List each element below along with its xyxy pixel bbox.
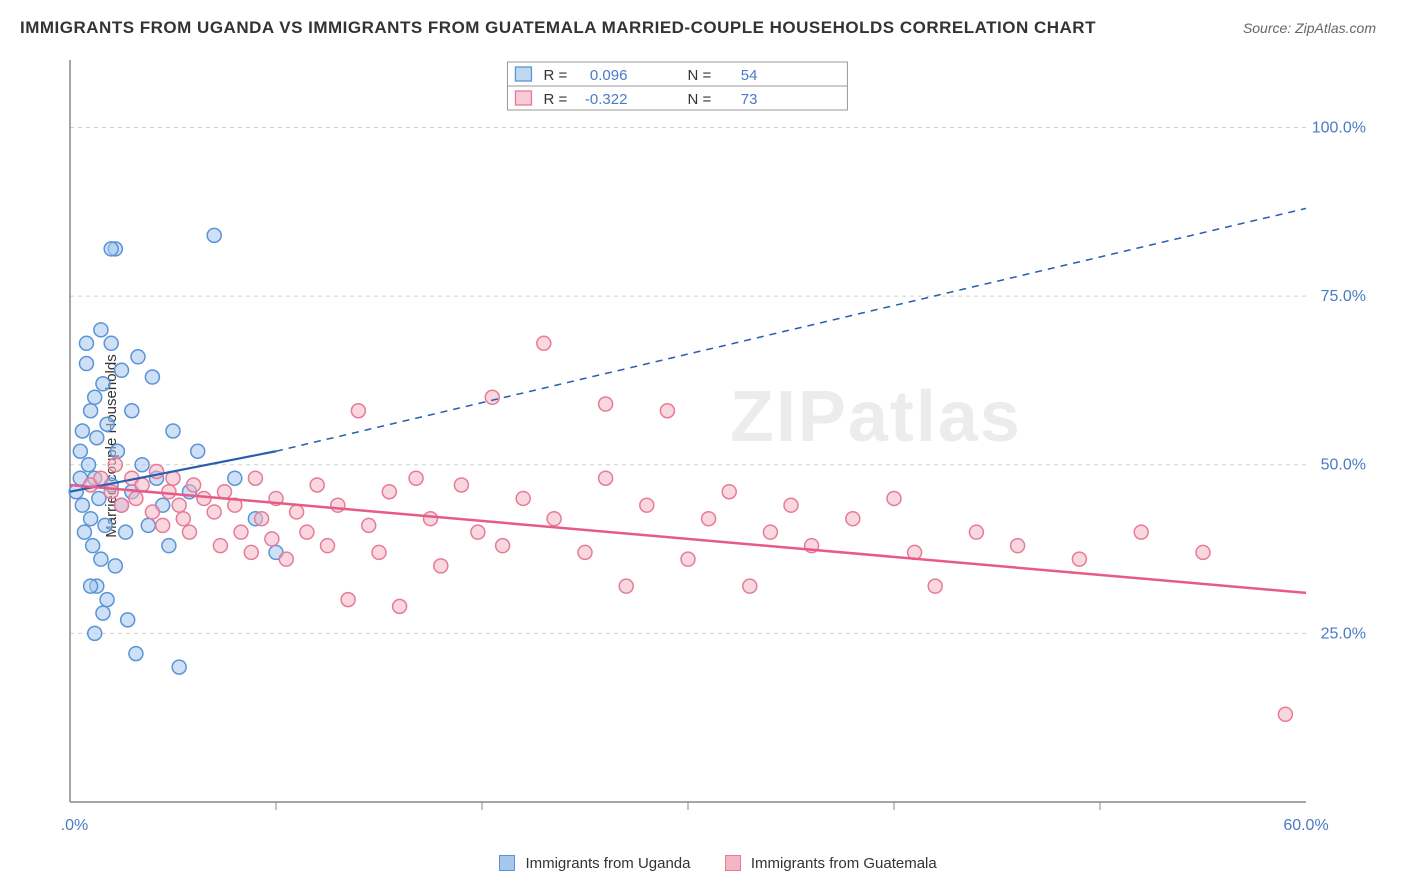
bottom-legend: Immigrants from Uganda Immigrants from G…	[0, 855, 1406, 872]
svg-text:75.0%: 75.0%	[1321, 288, 1366, 305]
svg-text:54: 54	[741, 67, 758, 84]
svg-text:25.0%: 25.0%	[1321, 625, 1366, 642]
legend-label-guatemala: Immigrants from Guatemala	[751, 855, 937, 872]
svg-text:73: 73	[741, 91, 758, 108]
legend-swatch-uganda	[499, 855, 515, 871]
svg-text:ZIPatlas: ZIPatlas	[730, 377, 1022, 457]
svg-text:0.096: 0.096	[590, 67, 628, 84]
svg-text:R =: R =	[543, 67, 567, 84]
legend-swatch-guatemala	[725, 855, 741, 871]
svg-text:60.0%: 60.0%	[1283, 817, 1328, 832]
scatter-plot: 25.0% 50.0% 75.0% 100.0% 0.0% 60.0% ZIPatlas R …	[60, 50, 1376, 832]
svg-text:-0.322: -0.322	[585, 91, 628, 108]
svg-text:N =: N =	[687, 91, 711, 108]
svg-text:0.0%: 0.0%	[60, 817, 88, 832]
svg-text:R =: R =	[543, 91, 567, 108]
svg-text:N =: N =	[687, 67, 711, 84]
svg-text:50.0%: 50.0%	[1321, 457, 1366, 474]
chart-title: IMMIGRANTS FROM UGANDA VS IMMIGRANTS FRO…	[20, 18, 1096, 37]
source-attribution: Source: ZipAtlas.com	[1243, 20, 1376, 36]
svg-text:100.0%: 100.0%	[1312, 119, 1366, 136]
legend-label-uganda: Immigrants from Uganda	[525, 855, 690, 872]
